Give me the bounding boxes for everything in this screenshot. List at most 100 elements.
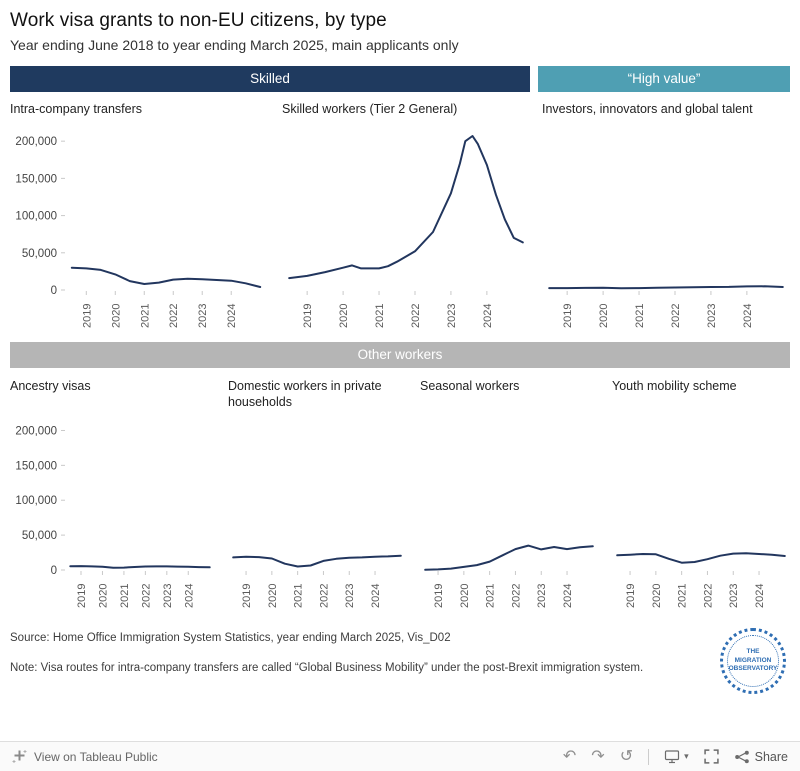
chart-title: Ancestry visas: [10, 379, 91, 393]
svg-text:2019: 2019: [433, 584, 445, 608]
y-axis-top: 0 50,000 100,000 150,000 200,000: [10, 102, 66, 334]
svg-text:2023: 2023: [728, 584, 740, 608]
svg-text:50,000: 50,000: [22, 248, 57, 260]
share-button[interactable]: Share: [734, 750, 788, 764]
svg-text:2020: 2020: [110, 304, 122, 328]
band-skilled: Skilled: [10, 66, 530, 92]
chart-domestic-workers: Domestic workers in private households 2…: [228, 378, 406, 614]
svg-text:2022: 2022: [318, 584, 330, 608]
svg-text:2021: 2021: [293, 584, 305, 608]
svg-text:0: 0: [51, 285, 57, 297]
chart-title: Intra-company transfers: [10, 102, 142, 116]
svg-text:2022: 2022: [510, 584, 522, 608]
svg-text:2021: 2021: [119, 584, 131, 608]
chart-skilled-workers: Skilled workers (Tier 2 General) 2018201…: [282, 102, 530, 334]
footer: Source: Home Office Immigration System S…: [10, 628, 790, 694]
svg-text:2024: 2024: [183, 584, 195, 608]
svg-text:2024: 2024: [562, 584, 574, 608]
y-axis-labels: 0 50,000 100,000 150,000 200,000: [15, 136, 65, 297]
monitor-icon: [665, 749, 680, 763]
line-chart-domestic-workers[interactable]: 2018201920202021202220232024: [228, 414, 406, 614]
svg-text:2021: 2021: [634, 304, 646, 328]
svg-text:50,000: 50,000: [22, 530, 57, 542]
chart-title: Youth mobility scheme: [612, 379, 737, 393]
line-chart-seasonal-workers[interactable]: 2018201920202021202220232024: [420, 414, 598, 614]
note-text: Note: Visa routes for intra-company tran…: [10, 661, 644, 674]
chart-title: Investors, innovators and global talent: [542, 102, 753, 116]
svg-text:2020: 2020: [459, 584, 471, 608]
svg-text:2020: 2020: [267, 584, 279, 608]
toolbar: View on Tableau Public ↶ ↷ ↺ ▾: [0, 741, 800, 771]
replay-icon[interactable]: ↺: [619, 747, 634, 765]
toolbar-actions: ↶ ↷ ↺ ▾: [562, 747, 788, 765]
svg-text:150,000: 150,000: [15, 460, 57, 472]
svg-text:150,000: 150,000: [15, 173, 57, 185]
share-label: Share: [754, 749, 788, 764]
redo-icon[interactable]: ↷: [591, 747, 605, 765]
fullscreen-icon: [703, 749, 719, 764]
svg-text:0: 0: [51, 565, 57, 577]
line-chart-skilled-workers[interactable]: 2018201920202021202220232024: [282, 124, 530, 334]
svg-text:2019: 2019: [76, 584, 88, 608]
line-chart-youth-mobility[interactable]: 2018201920202021202220232024: [612, 414, 790, 614]
svg-text:2024: 2024: [742, 304, 754, 328]
line-chart-intra-company[interactable]: 2018201920202021202220232024: [66, 124, 266, 334]
line-chart-ancestry[interactable]: 2019 2020 2021 2022 2023 2024: [66, 414, 214, 614]
y-axis-labels: 0 50,000 100,000 150,000 200,000: [15, 425, 65, 577]
top-chart-row: 0 50,000 100,000 150,000 200,000 Intra-compa…: [10, 102, 790, 334]
view-on-tableau-public-button[interactable]: View on Tableau Public: [12, 749, 158, 764]
migration-observatory-logo: THE MIGRATION OBSERVATORY: [720, 628, 786, 694]
svg-text:2022: 2022: [702, 584, 714, 608]
chart-title: Seasonal workers: [420, 379, 520, 393]
svg-text:2020: 2020: [598, 304, 610, 328]
svg-text:2020: 2020: [651, 584, 663, 608]
download-caret-icon: ▾: [684, 751, 689, 761]
chart-title: Domestic workers in private households: [228, 379, 382, 409]
undo-icon[interactable]: ↶: [562, 747, 577, 765]
svg-text:2024: 2024: [226, 304, 238, 328]
chart-seasonal-workers: Seasonal workers 20182019202020212022202…: [420, 378, 598, 614]
band-high-value: “High value”: [538, 66, 790, 92]
svg-text:100,000: 100,000: [15, 211, 57, 223]
svg-text:2020: 2020: [338, 304, 350, 328]
bottom-chart-row: 0 50,000 100,000 150,000 200,000 Ancestry vi…: [10, 378, 790, 614]
svg-text:2023: 2023: [536, 584, 548, 608]
download-button[interactable]: ▾: [664, 749, 689, 764]
svg-text:2022: 2022: [670, 304, 682, 328]
chart-youth-mobility: Youth mobility scheme 201820192020202120…: [612, 378, 790, 614]
view-label: View on Tableau Public: [34, 749, 158, 764]
band-other-workers: Other workers: [10, 342, 790, 368]
svg-text:2022: 2022: [140, 584, 152, 608]
chart-ancestry-visas: Ancestry visas 2019 2020 2021 2022 2023 2024: [10, 378, 214, 614]
tableau-logo-icon: [12, 750, 27, 763]
logo-text: THE MIGRATION OBSERVATORY: [727, 635, 779, 687]
svg-text:2023: 2023: [446, 304, 458, 328]
svg-text:2023: 2023: [162, 584, 174, 608]
svg-text:2019: 2019: [302, 304, 314, 328]
chart-intra-company-transfers: Intra-company transfers 2018201920202021…: [10, 102, 266, 334]
svg-text:2021: 2021: [374, 304, 386, 328]
svg-text:2024: 2024: [370, 584, 382, 608]
svg-text:2024: 2024: [754, 584, 766, 608]
chart-title: Skilled workers (Tier 2 General): [282, 102, 458, 116]
svg-text:2019: 2019: [81, 304, 93, 328]
svg-text:2020: 2020: [97, 584, 109, 608]
svg-text:2019: 2019: [625, 584, 637, 608]
line-chart-investors[interactable]: 2018201920202021202220232024: [542, 124, 790, 334]
svg-text:100,000: 100,000: [15, 495, 57, 507]
source-text: Source: Home Office Immigration System S…: [10, 632, 451, 644]
fullscreen-button[interactable]: [703, 749, 719, 764]
category-bands: Skilled “High value”: [10, 66, 790, 92]
svg-text:2023: 2023: [706, 304, 718, 328]
svg-text:2019: 2019: [241, 584, 253, 608]
page-subtitle: Year ending June 2018 to year ending Mar…: [10, 37, 459, 53]
svg-text:2023: 2023: [197, 304, 209, 328]
svg-text:2023: 2023: [344, 584, 356, 608]
svg-text:2021: 2021: [139, 304, 151, 328]
svg-text:2024: 2024: [482, 304, 494, 328]
svg-text:2021: 2021: [485, 584, 497, 608]
svg-text:2021: 2021: [677, 584, 689, 608]
svg-text:200,000: 200,000: [15, 136, 57, 148]
chart-investors-global-talent: Investors, innovators and global talent …: [542, 102, 790, 334]
